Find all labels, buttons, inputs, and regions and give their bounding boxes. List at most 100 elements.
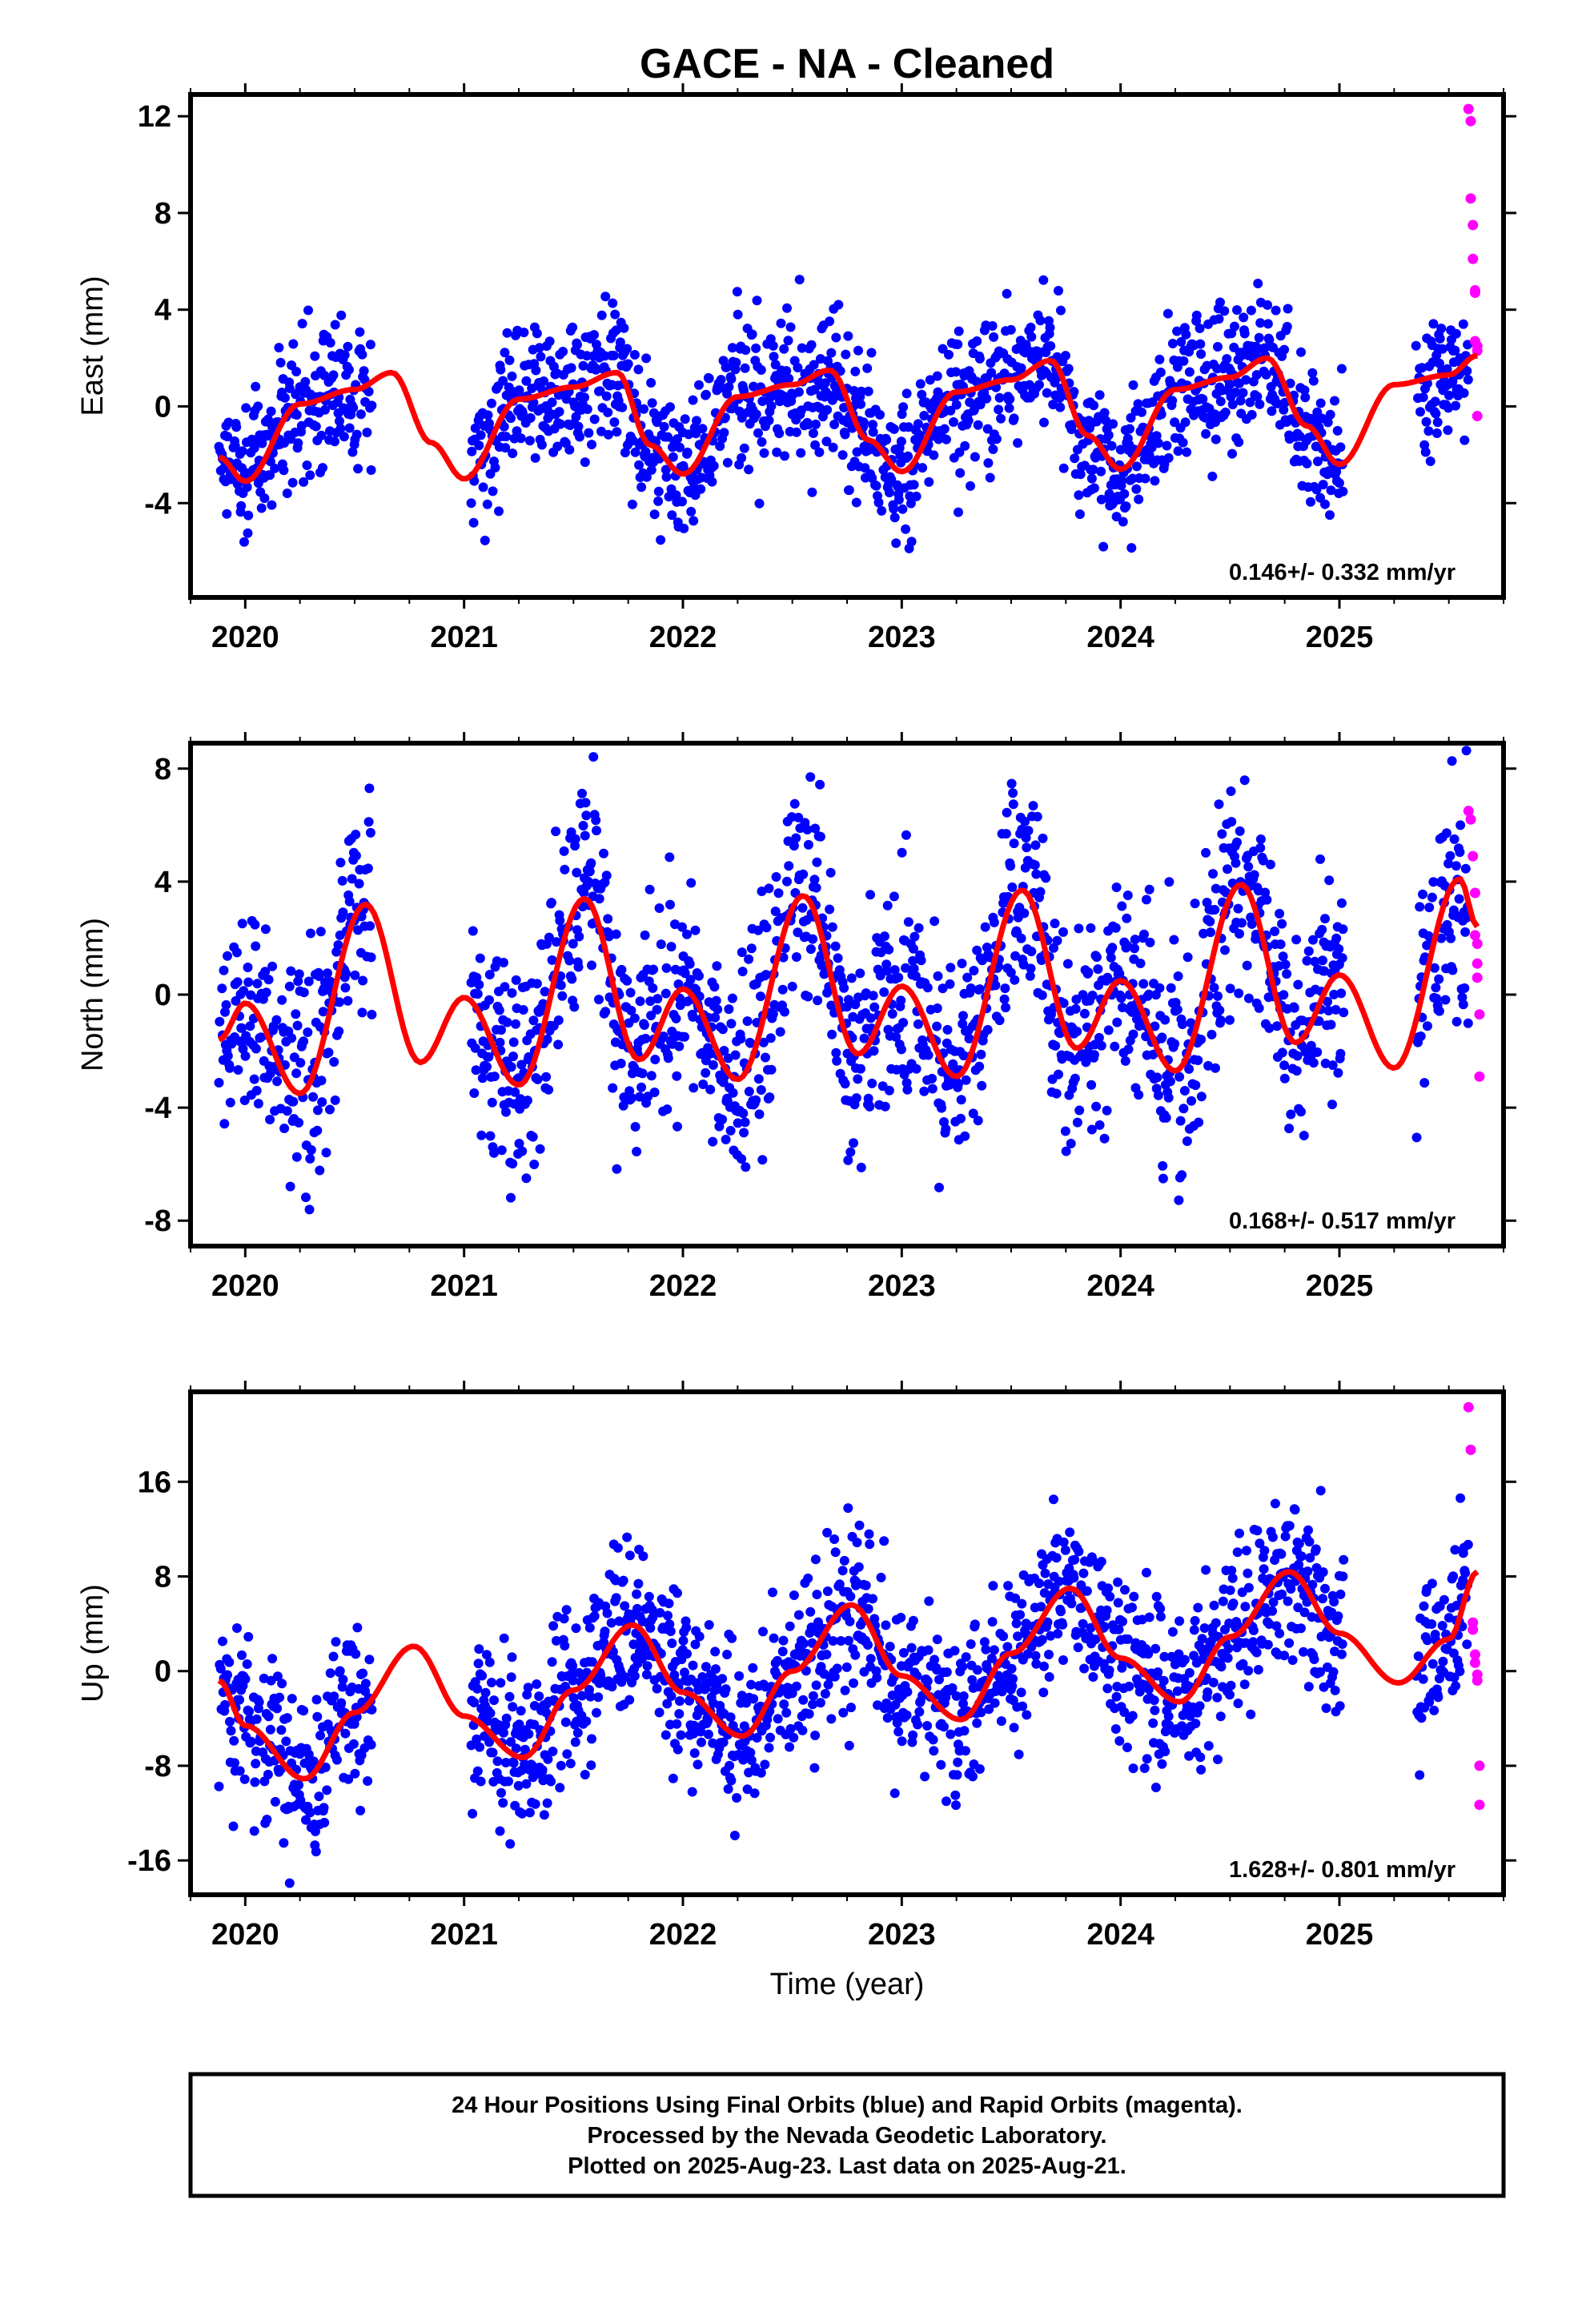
up-final-point	[251, 1759, 261, 1769]
north-final-point	[976, 1049, 986, 1059]
east-final-point	[1451, 400, 1461, 411]
north-final-point	[482, 1062, 492, 1072]
east-final-point	[339, 432, 349, 442]
north-final-point	[827, 922, 837, 932]
north-final-point	[1037, 990, 1047, 1000]
east-final-point	[539, 376, 549, 386]
east-x-tick-label: 2022	[649, 621, 717, 654]
north-final-point	[1434, 1006, 1444, 1016]
north-final-point	[363, 863, 373, 874]
east-final-point	[933, 387, 943, 397]
east-final-point	[1215, 396, 1226, 407]
east-final-point	[366, 465, 376, 475]
north-final-point	[825, 867, 836, 878]
east-final-point	[530, 452, 540, 463]
up-final-point	[936, 1759, 946, 1770]
north-final-point	[901, 1078, 912, 1088]
north-final-point	[1038, 833, 1048, 843]
north-final-point	[1117, 901, 1127, 911]
up-final-point	[674, 1709, 685, 1719]
east-final-point	[794, 275, 805, 285]
east-final-point	[335, 416, 344, 426]
east-final-point	[589, 330, 599, 340]
north-final-point	[487, 1097, 497, 1108]
up-final-point	[749, 1694, 759, 1704]
north-final-point	[1006, 778, 1017, 789]
up-final-point	[1252, 1526, 1263, 1536]
up-final-point	[849, 1678, 858, 1688]
east-rapid-point	[1469, 287, 1480, 299]
up-final-point	[710, 1664, 721, 1675]
up-final-point	[667, 1638, 677, 1648]
north-final-point	[1289, 1003, 1299, 1013]
east-final-point	[1151, 431, 1162, 441]
north-final-orbit-points	[214, 746, 1473, 1215]
up-final-point	[732, 1793, 742, 1803]
up-final-point	[263, 1711, 274, 1722]
north-final-point	[742, 1016, 753, 1027]
up-final-point	[282, 1713, 292, 1723]
north-final-point	[1418, 889, 1427, 899]
up-rapid-point	[1474, 1799, 1485, 1811]
up-final-point	[501, 1758, 511, 1767]
up-final-point	[1149, 1695, 1159, 1706]
north-final-point	[542, 1034, 552, 1044]
up-final-point	[1248, 1637, 1259, 1647]
north-final-point	[343, 995, 353, 1006]
up-final-point	[1311, 1544, 1321, 1554]
east-final-point	[886, 474, 897, 485]
east-final-point	[291, 410, 302, 420]
north-final-point	[1157, 1032, 1167, 1043]
up-final-point	[1437, 1621, 1447, 1630]
north-final-point	[1275, 939, 1286, 950]
north-final-point	[789, 798, 800, 809]
north-final-point	[489, 1072, 500, 1082]
up-final-point	[1223, 1643, 1234, 1654]
north-x-tick-label: 2025	[1306, 1269, 1374, 1303]
east-final-point	[664, 492, 674, 502]
east-final-point	[351, 429, 362, 440]
east-final-point	[985, 472, 995, 483]
up-final-point	[559, 1614, 569, 1624]
east-final-point	[704, 373, 714, 384]
north-final-point	[1234, 988, 1244, 999]
east-final-point	[1126, 412, 1136, 423]
east-final-point	[1434, 358, 1444, 368]
east-final-point	[1089, 400, 1099, 411]
east-final-point	[320, 404, 330, 415]
north-x-tick-label: 2020	[211, 1269, 279, 1303]
east-final-point	[989, 332, 999, 342]
north-final-point	[580, 830, 590, 841]
north-final-point	[1312, 1047, 1323, 1057]
north-final-point	[551, 826, 561, 837]
east-final-point	[499, 421, 509, 432]
east-final-point	[508, 448, 518, 459]
north-final-point	[1007, 882, 1018, 892]
north-final-point	[472, 989, 483, 999]
north-final-point	[652, 1004, 662, 1015]
north-final-point	[1019, 908, 1030, 919]
north-final-point	[1158, 1160, 1168, 1171]
north-final-point	[1254, 1003, 1264, 1013]
north-final-point	[973, 1116, 983, 1126]
north-rapid-point	[1469, 930, 1480, 941]
north-final-point	[867, 1078, 877, 1088]
north-final-point	[1152, 1072, 1162, 1083]
east-final-point	[1282, 321, 1292, 332]
up-final-point	[1037, 1634, 1047, 1645]
north-final-point	[909, 963, 919, 974]
up-final-point	[1054, 1576, 1064, 1586]
north-final-point	[1009, 838, 1019, 849]
up-final-point	[717, 1674, 728, 1684]
up-final-point	[1053, 1629, 1063, 1638]
up-final-point	[496, 1678, 506, 1688]
up-final-point	[632, 1603, 642, 1614]
east-final-point	[1253, 279, 1263, 288]
north-final-point	[1120, 1055, 1130, 1066]
up-final-point	[1216, 1662, 1227, 1672]
east-final-point	[627, 499, 637, 509]
east-final-point	[821, 436, 832, 447]
east-final-point	[796, 448, 806, 458]
north-final-point	[1196, 1092, 1207, 1102]
north-final-point	[625, 987, 636, 998]
